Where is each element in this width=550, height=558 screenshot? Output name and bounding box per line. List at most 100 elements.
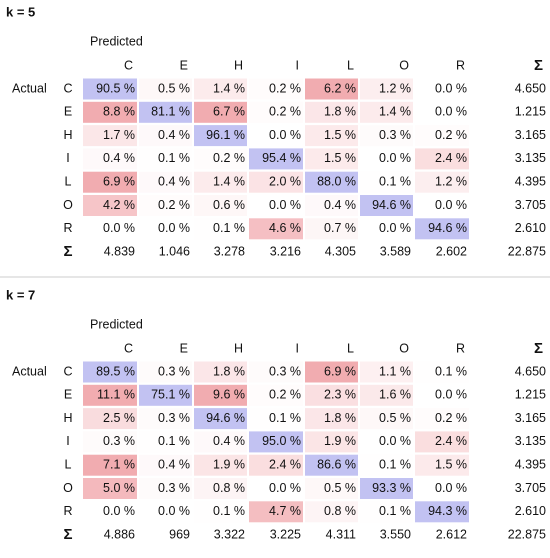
column-total: 4.311	[326, 527, 356, 541]
cell-value: 0.0 %	[379, 434, 411, 448]
cell-value: 1.5 %	[324, 128, 356, 142]
column-header: R	[456, 58, 465, 72]
row-sum: 1.215	[515, 105, 546, 119]
column-total: 4.839	[104, 244, 135, 258]
cell-bg	[305, 408, 358, 430]
cell-value: 0.4 %	[324, 198, 356, 212]
cell-value: 0.4 %	[158, 128, 190, 142]
panel-title: k = 5	[6, 4, 35, 19]
cell-bg	[305, 501, 358, 523]
cell-bg	[305, 171, 358, 193]
cell-value: 5.0 %	[103, 481, 135, 495]
row-label: R	[63, 221, 72, 235]
column-total: 969	[169, 527, 190, 541]
cell-value: 6.9 %	[324, 364, 356, 378]
column-total: 1.046	[159, 244, 190, 258]
column-header: H	[234, 341, 243, 355]
cell-bg	[305, 384, 358, 406]
cell-value: 0.8 %	[213, 481, 245, 495]
row-sum: 2.610	[515, 504, 546, 518]
cell-bg	[249, 501, 303, 523]
cell-value: 0.0 %	[269, 128, 301, 142]
cell-value: 0.5 %	[324, 481, 356, 495]
column-header: O	[399, 58, 409, 72]
row-label: O	[63, 198, 73, 212]
cell-value: 4.2 %	[103, 198, 135, 212]
cell-value: 1.5 %	[324, 151, 356, 165]
cell-bg	[305, 125, 358, 147]
cell-value: 88.0 %	[317, 174, 356, 188]
row-label: H	[63, 411, 72, 425]
cell-value: 96.1 %	[206, 128, 245, 142]
cell-value: 0.1 %	[269, 411, 301, 425]
column-total: 22.875	[508, 527, 546, 541]
column-header: I	[296, 58, 299, 72]
cell-bg	[139, 78, 192, 100]
cell-value: 2.5 %	[103, 411, 135, 425]
column-total: 2.612	[436, 527, 467, 541]
cell-value: 0.2 %	[213, 151, 245, 165]
cell-value: 0.1 %	[379, 504, 411, 518]
cell-bg	[194, 361, 247, 383]
cell-value: 1.1 %	[379, 364, 411, 378]
row-sum: 4.395	[515, 457, 546, 471]
cell-value: 0.2 %	[158, 198, 190, 212]
cell-bg	[194, 171, 247, 193]
cell-value: 0.3 %	[103, 434, 135, 448]
cell-bg	[194, 408, 247, 430]
column-header: L	[347, 58, 354, 72]
row-label: C	[63, 364, 72, 378]
cell-bg	[194, 78, 247, 100]
column-header: E	[180, 58, 188, 72]
cell-bg	[194, 384, 247, 406]
column-total: 3.216	[270, 244, 301, 258]
predicted-label: Predicted	[90, 317, 143, 331]
column-header: H	[234, 58, 243, 72]
cell-value: 2.0 %	[269, 174, 301, 188]
cell-bg	[249, 171, 303, 193]
cell-value: 0.5 %	[379, 411, 411, 425]
cell-value: 4.7 %	[269, 504, 301, 518]
row-sum: 4.395	[515, 174, 546, 188]
cell-value: 93.3 %	[372, 481, 411, 495]
cell-value: 0.0 %	[435, 81, 467, 95]
predicted-label: Predicted	[90, 34, 143, 48]
cell-value: 0.2 %	[269, 388, 301, 402]
row-label: I	[66, 151, 69, 165]
cell-value: 0.4 %	[213, 434, 245, 448]
cell-value: 0.0 %	[269, 198, 301, 212]
column-total: 4.886	[104, 527, 135, 541]
column-total: 3.589	[380, 244, 411, 258]
cell-value: 7.1 %	[103, 457, 135, 471]
cell-value: 94.3 %	[428, 504, 467, 518]
cell-value: 1.2 %	[379, 81, 411, 95]
cell-bg	[415, 171, 469, 193]
cell-bg	[305, 218, 358, 240]
cell-bg	[249, 454, 303, 476]
cell-value: 0.0 %	[103, 504, 135, 518]
cell-bg	[83, 478, 137, 499]
cell-value: 0.4 %	[158, 174, 190, 188]
cell-value: 0.2 %	[269, 81, 301, 95]
cell-bg	[305, 148, 358, 170]
row-sum: 4.650	[515, 81, 546, 95]
cell-bg	[83, 171, 137, 193]
row-label: E	[64, 388, 72, 402]
cell-value: 81.1 %	[151, 105, 190, 119]
cell-value: 0.3 %	[158, 481, 190, 495]
cell-value: 95.0 %	[262, 434, 301, 448]
row-label: H	[63, 128, 72, 142]
cell-bg	[139, 384, 192, 406]
cell-value: 1.9 %	[324, 434, 356, 448]
row-sum: 4.650	[515, 364, 546, 378]
cell-bg	[249, 148, 303, 170]
row-label: L	[65, 457, 72, 471]
row-sum: 2.610	[515, 221, 546, 235]
column-total: 22.875	[508, 244, 546, 258]
cell-value: 0.3 %	[379, 128, 411, 142]
cell-value: 1.7 %	[103, 128, 135, 142]
cell-value: 6.2 %	[324, 81, 356, 95]
row-label: L	[65, 174, 72, 188]
cell-value: 11.1 %	[97, 388, 135, 402]
